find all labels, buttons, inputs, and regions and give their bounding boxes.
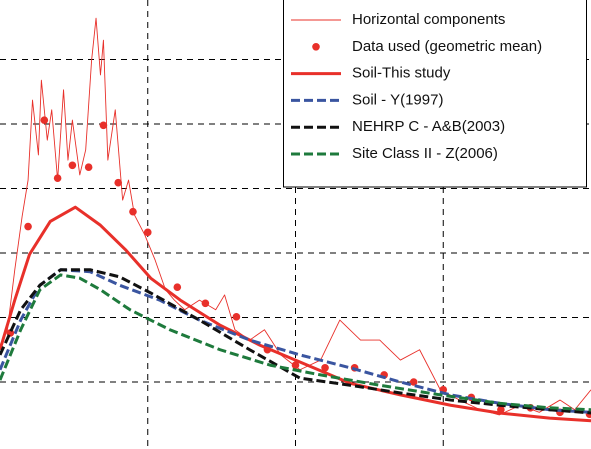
legend: Horizontal components Data used (geometri… [283, 0, 587, 188]
data-point [114, 178, 122, 187]
legend-marker [312, 43, 320, 51]
series-line [0, 205, 591, 423]
data-point [53, 174, 62, 182]
data-point [40, 116, 49, 124]
series-line [0, 17, 591, 416]
data-point [201, 299, 210, 308]
series-line [0, 273, 591, 412]
data-point [68, 161, 77, 170]
legend-label: NEHRP C - A&B(2003) [352, 118, 505, 135]
data-point [409, 378, 418, 386]
legend-label: Data used (geometric mean) [352, 38, 542, 55]
legend-label: Horizontal components [352, 11, 505, 28]
data-point [143, 228, 152, 237]
data-point [291, 361, 300, 370]
data-point [321, 364, 329, 372]
legend-label: Soil-This study [352, 65, 451, 82]
data-point [99, 121, 108, 130]
legend-label: Site Class II - Z(2006) [352, 145, 498, 162]
legend-label: Soil - Y(1997) [352, 91, 443, 108]
data-point [173, 283, 182, 291]
data-point [129, 207, 137, 216]
legend-box [283, 0, 587, 188]
data-point [232, 313, 241, 321]
data-point [24, 222, 32, 231]
data-point [84, 163, 93, 172]
series-line [0, 268, 591, 415]
